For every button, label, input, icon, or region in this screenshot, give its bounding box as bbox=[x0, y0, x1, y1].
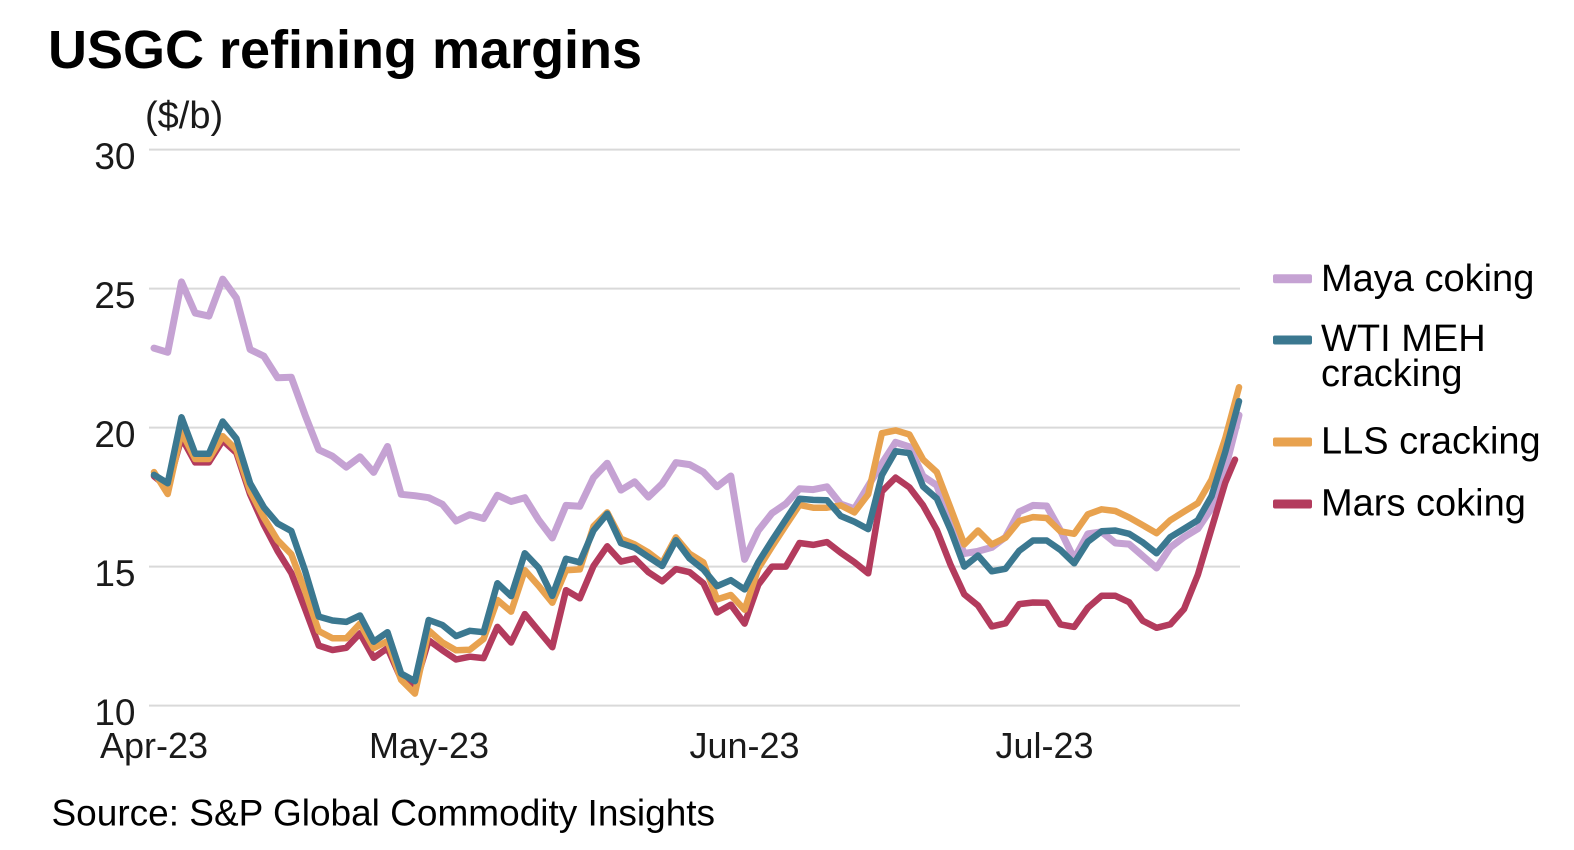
svg-text:Source: S&P Global Commodity I: Source: S&P Global Commodity Insights bbox=[52, 793, 716, 834]
svg-text:USGC refining margins: USGC refining margins bbox=[48, 20, 642, 80]
svg-text:Apr-23: Apr-23 bbox=[100, 725, 208, 766]
svg-text:Jun-23: Jun-23 bbox=[689, 725, 799, 766]
svg-text:Mars coking: Mars coking bbox=[1321, 483, 1526, 525]
svg-text:10: 10 bbox=[94, 692, 135, 733]
svg-text:Jul-23: Jul-23 bbox=[995, 725, 1093, 766]
svg-text:20: 20 bbox=[94, 414, 135, 455]
svg-text:($/b): ($/b) bbox=[145, 95, 223, 137]
svg-text:Maya coking: Maya coking bbox=[1321, 258, 1534, 300]
svg-text:15: 15 bbox=[94, 553, 135, 594]
svg-text:cracking: cracking bbox=[1321, 353, 1463, 395]
svg-text:May-23: May-23 bbox=[369, 725, 489, 766]
svg-text:25: 25 bbox=[94, 275, 135, 316]
svg-text:30: 30 bbox=[94, 136, 135, 177]
svg-text:WTI MEH: WTI MEH bbox=[1321, 318, 1486, 360]
svg-text:LLS cracking: LLS cracking bbox=[1321, 421, 1541, 463]
